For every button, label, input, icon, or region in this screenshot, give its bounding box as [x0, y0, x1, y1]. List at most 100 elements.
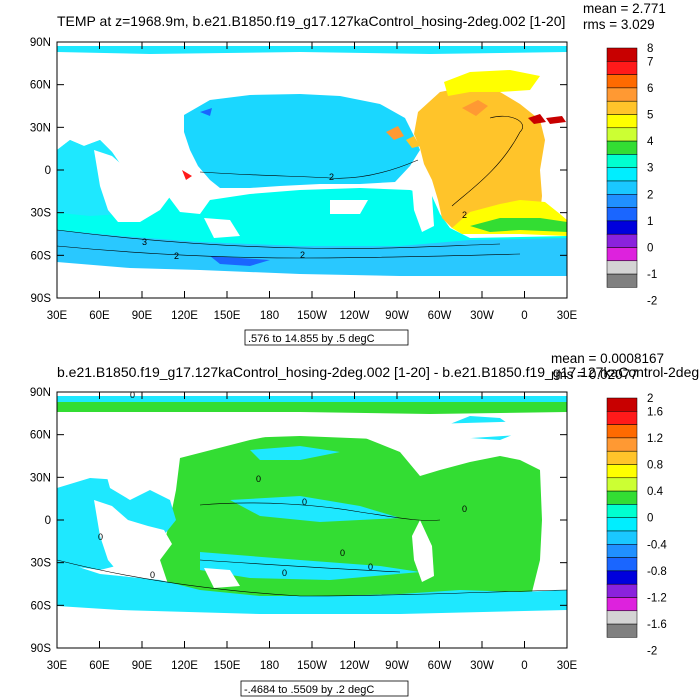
panel-top-colorbar-box	[606, 194, 638, 208]
panel-bottom-colorbar-label: 0.8	[647, 460, 663, 472]
panel-bottom-colorbar-box	[606, 544, 638, 558]
panel-bottom-arctic-green	[57, 402, 567, 414]
panel-top-x-tick-label: 30E	[557, 310, 578, 322]
panel-bottom-colorbar-box	[606, 557, 638, 572]
panel-top-mean: mean = 2.771	[583, 1, 666, 16]
panel-bottom-x-tick-label: 120W	[339, 660, 369, 672]
panel-top-colorbar-label: -1	[647, 269, 657, 281]
panel-top-title: TEMP at z=1968.9m, b.e21.B1850.f19_g17.1…	[57, 13, 565, 29]
panel-top-y-tick-label: 60N	[30, 80, 51, 92]
panel-top-land-asia	[100, 104, 150, 150]
panel-bottom-colorbar-box	[606, 583, 638, 598]
panel-top-redspot	[182, 170, 192, 180]
panel-top-ross-patch	[210, 256, 270, 266]
panel-top-contour-line	[199, 159, 419, 179]
panel-top-colorbar-label: 6	[647, 83, 653, 95]
panel-bottom-y-tick-label: 30S	[31, 558, 52, 570]
panel-bottom-colorbar-box	[606, 411, 638, 425]
panel-top-gulf-patch	[386, 126, 404, 140]
panel-bottom-y-tick-label: 60S	[31, 600, 52, 612]
panel-top-map: 2 2 2 3 2	[56, 42, 567, 298]
panel-bottom-colorbar-box	[606, 477, 638, 492]
panel-top-x-tick-label: 30W	[470, 310, 494, 322]
panel-bottom-colorbar-box	[606, 450, 638, 465]
panel-top-x-tick-label: 30E	[47, 310, 68, 322]
panel-top-y-tick-label: 0	[45, 165, 51, 177]
panel-top-southern-band	[57, 140, 567, 258]
panel-bottom-colorbar-label: 1.6	[647, 406, 663, 418]
panel-bottom-colorbar-box	[606, 623, 638, 638]
panel-bottom-x-tick-label: 30W	[470, 660, 494, 672]
panel-top-contour-label: 2	[329, 172, 334, 182]
panel-bottom-contour-label: 0	[340, 548, 345, 558]
panel-top-redsea-patch	[528, 114, 546, 124]
panel-top-x-tick-label: 60W	[428, 310, 452, 322]
panel-top-colorbar-label: 3	[647, 163, 653, 175]
panel-top-y-tick-label: 30N	[30, 122, 51, 134]
panel-bottom-x-tick-label: 60W	[428, 660, 452, 672]
panel-top-med-patch	[462, 100, 488, 116]
panel-bottom-map: 0 0 0 0 0 0 0 0 0	[56, 390, 568, 648]
panel-top-colorbar-label: 5	[647, 110, 653, 122]
panel-bottom-mean: mean = 0.0008167	[551, 351, 664, 366]
panel-top-nordic	[444, 70, 540, 96]
panel-bottom-colorbar-box	[606, 397, 638, 412]
panel-bottom-x-tick-label: 180	[260, 660, 279, 672]
panel-bottom-x-tick-label: 150W	[297, 660, 327, 672]
panel-bottom-colorbar-label: -1.6	[647, 619, 667, 631]
panel-top-colorbar-box	[606, 140, 638, 155]
panel-top-contour-line	[451, 115, 523, 207]
panel-bottom-contour-label: 0	[256, 474, 261, 484]
panel-top-colorbar-label: -2	[647, 296, 657, 308]
panel-bottom-colorbar-box	[606, 570, 638, 585]
panel-top-y-tick-label: 60S	[31, 250, 52, 262]
panel-top-colorbar-label: 7	[647, 56, 653, 68]
panel-bottom-colorbar-box	[606, 464, 638, 479]
panel-bottom-x-tick-label: 60E	[89, 660, 110, 672]
panel-top-colorbar-label: 8	[647, 43, 653, 55]
panel-top: TEMP at z=1968.9m, b.e21.B1850.f19_g17.1…	[30, 1, 666, 346]
panel-bottom-colorbar-label: -0.4	[647, 539, 667, 551]
panel-top-colorbar-box	[606, 87, 638, 102]
panel-top-axes: 30E 60E 90E 120E 150E 180 150W 120W 90W 60W 30W 0 30…	[30, 37, 578, 322]
panel-bottom-info-box	[240, 680, 409, 697]
panel-bottom-y-tick-label: 0	[45, 515, 51, 527]
panel-top-x-tick-label: 0	[521, 310, 527, 322]
panel-bottom-y-tick-label: 90N	[30, 387, 51, 399]
panel-top-x-tick-label: 150E	[214, 310, 241, 322]
panel-bottom: b.e21.B1850.f19_g17.127kaControl_hosing-…	[30, 351, 700, 697]
panel-top-x-tick-label: 90W	[385, 310, 409, 322]
panel-bottom-colorbar-box	[606, 517, 638, 532]
panel-top-colorbar-box	[606, 233, 638, 248]
panel-bottom-colorbar-label: -1.2	[647, 593, 667, 605]
panel-bottom-contour-label: 0	[150, 570, 155, 580]
panel-bottom-x-tick-label: 30E	[47, 660, 68, 672]
panel-top-y-tick-label: 30S	[31, 208, 52, 220]
panel-bottom-colorbar-box	[606, 424, 638, 439]
panel-bottom-contour-line	[199, 502, 441, 521]
panel-top-colorbar-box	[606, 207, 638, 222]
panel-top-pacific	[184, 94, 420, 188]
panel-top-x-tick-label: 120W	[339, 310, 369, 322]
panel-top-colorbar-box	[606, 154, 638, 168]
panel-bottom-colorbar-label: 0.4	[647, 486, 664, 498]
panel-bottom-eq-cyan	[230, 496, 400, 522]
panel-top-contour-label: 2	[174, 251, 179, 261]
panel-top-x-tick-label: 60E	[89, 310, 110, 322]
panel-top-colorbar-label: 0	[647, 243, 653, 255]
panel-bottom-colorbar-label: -0.8	[647, 566, 667, 578]
panel-top-colorbar-label: 2	[647, 189, 653, 201]
panel-bottom-colorbar-box	[606, 530, 638, 545]
panel-top-colorbar-box	[606, 114, 638, 129]
panel-top-colorbar-box	[606, 100, 638, 115]
panel-bottom-colorbar-box	[606, 490, 638, 505]
panel-bottom-contour-label: 0	[282, 568, 287, 578]
panel-top-contour-label: 2	[462, 210, 467, 220]
panel-top-land-samerica	[412, 170, 434, 232]
panel-bottom-colorbar-label: -2	[647, 646, 657, 658]
panel-bottom-colorbar-box	[606, 437, 638, 452]
panel-bottom-x-tick-label: 120E	[171, 660, 198, 672]
panel-top-colorbar-box	[606, 273, 638, 288]
panel-top-colorbar-box	[606, 47, 638, 62]
